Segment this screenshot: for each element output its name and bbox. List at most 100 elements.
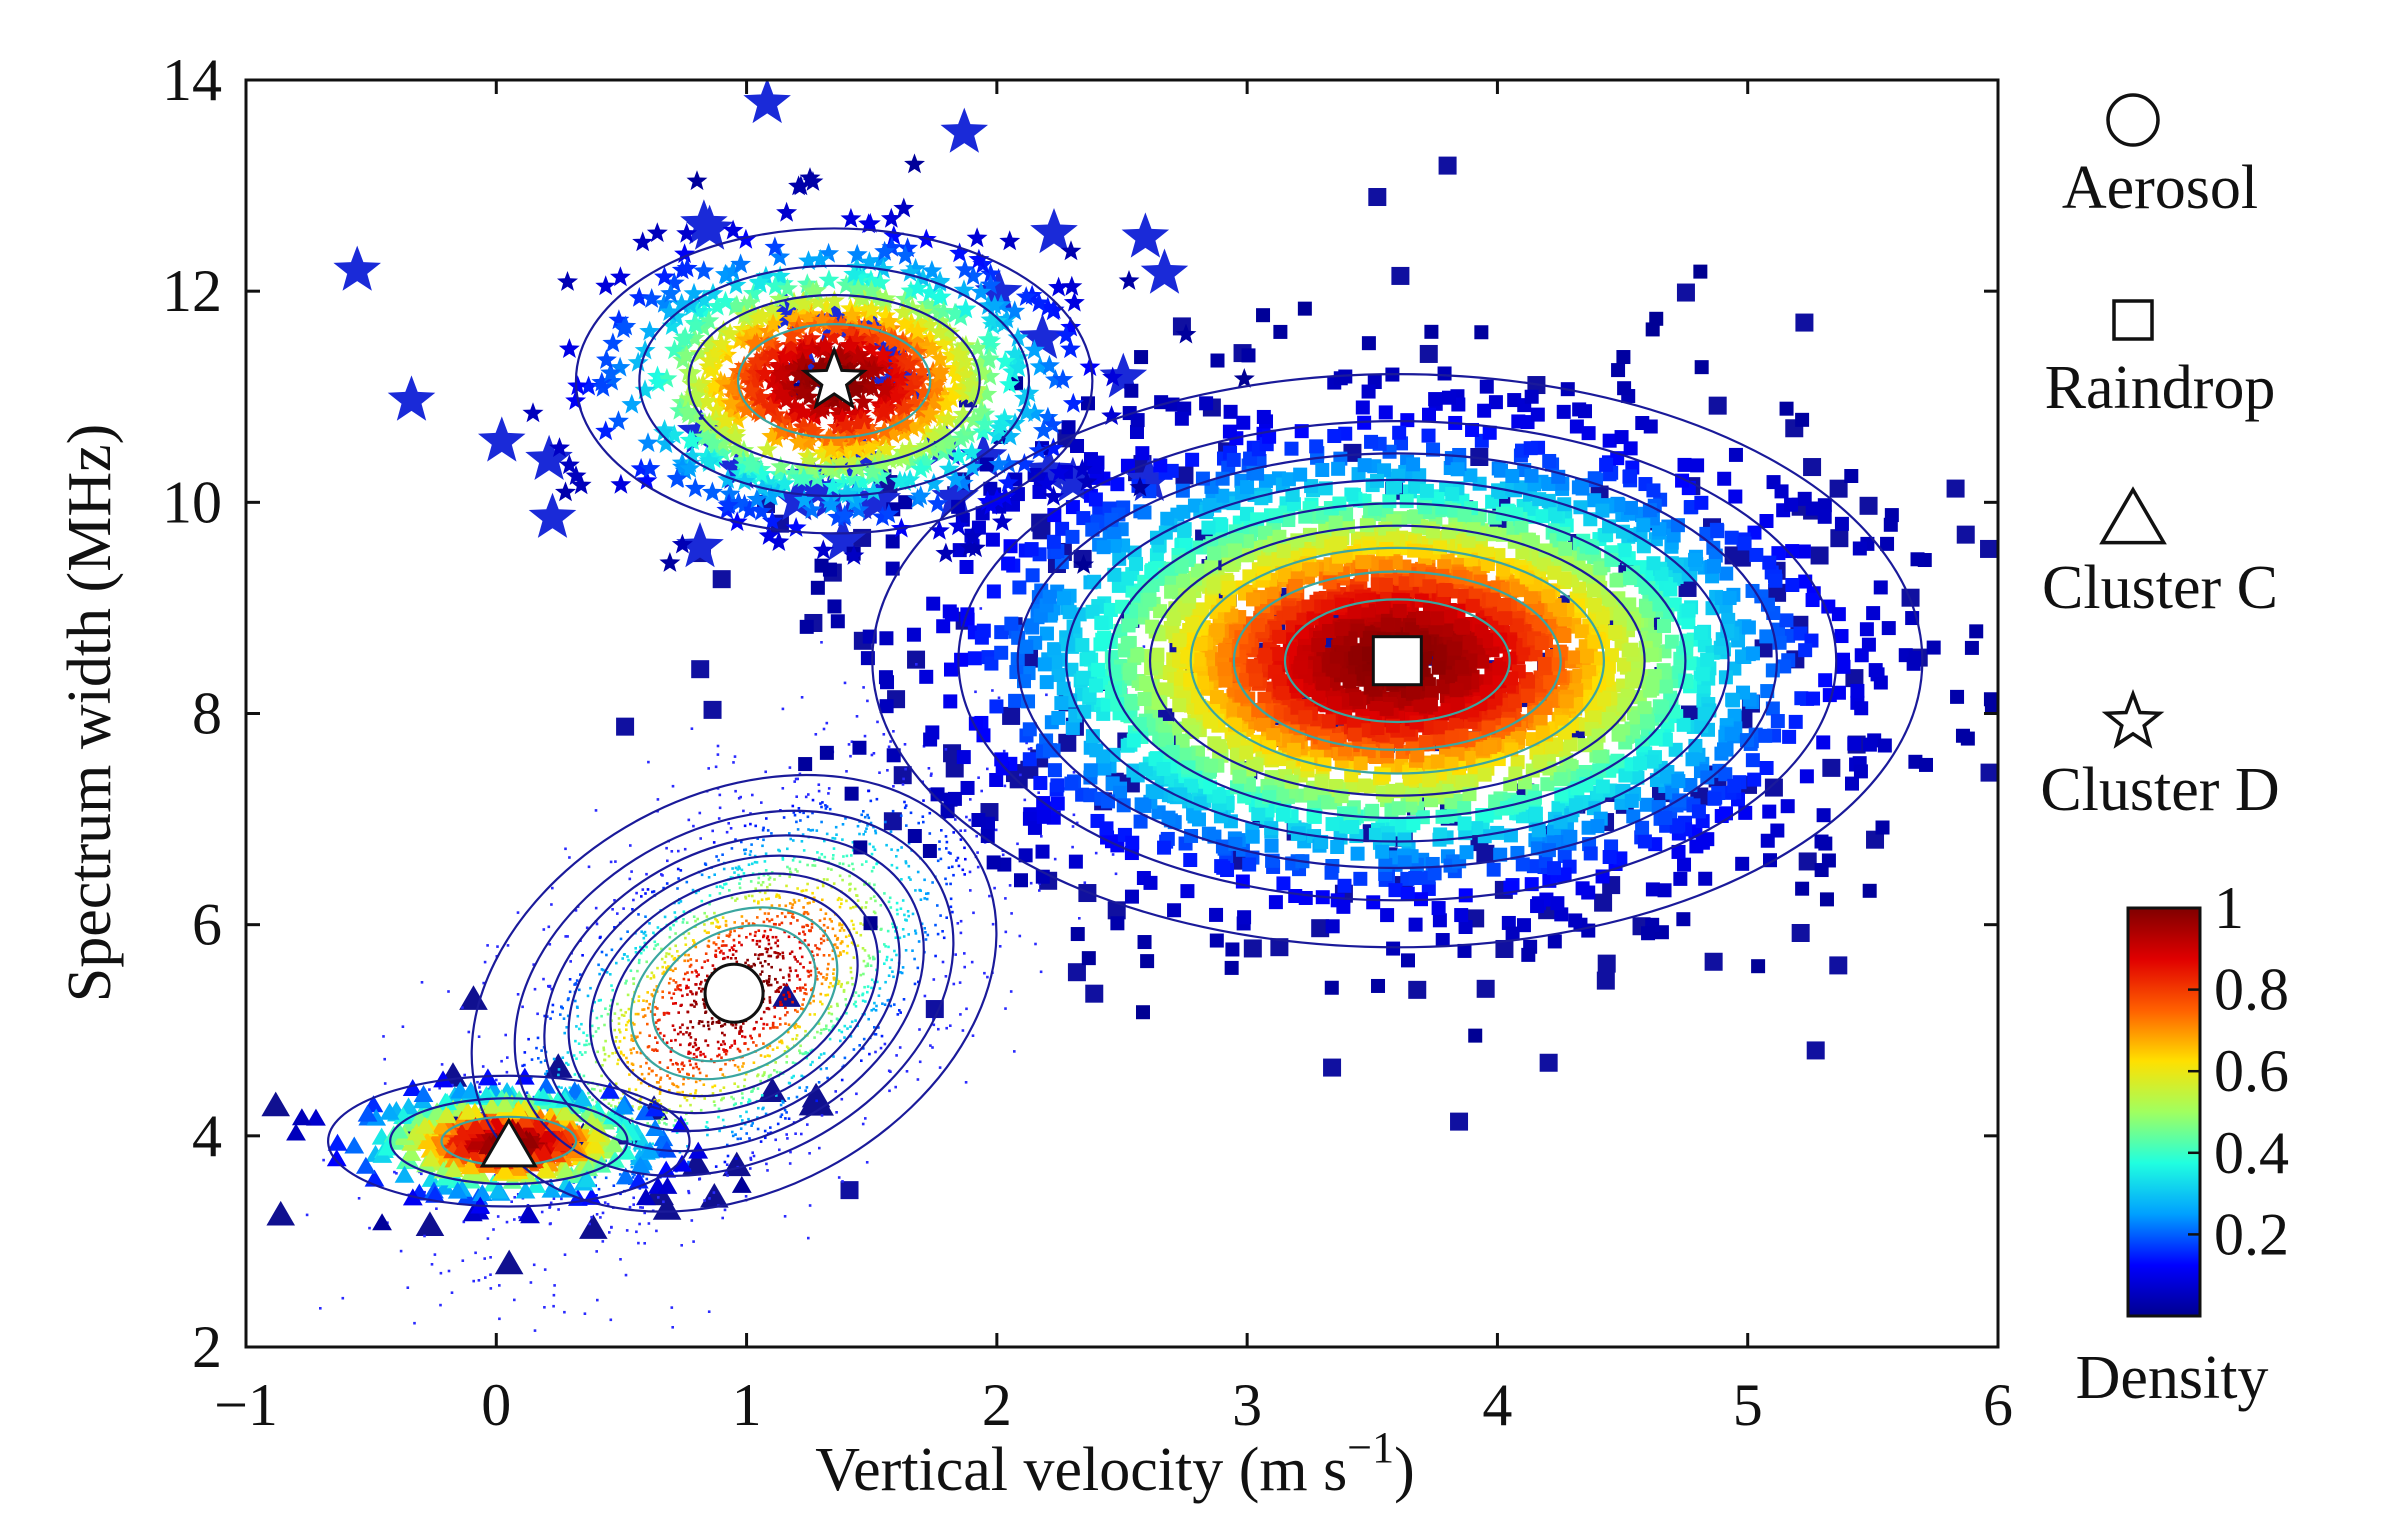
aerosol-point <box>802 1075 805 1079</box>
raindrop-point <box>1795 412 1810 427</box>
aerosol-point <box>577 1042 581 1045</box>
raindrop-point <box>919 669 934 684</box>
aerosol-point <box>564 847 567 851</box>
aerosol-point <box>674 981 678 984</box>
aerosol-point <box>653 1013 657 1016</box>
aerosol-point <box>585 1034 589 1037</box>
raindrop-point <box>1569 419 1584 434</box>
aerosol-point <box>836 1004 839 1008</box>
aerosol-point <box>885 843 888 847</box>
aerosol-point <box>611 988 614 992</box>
aerosol-point <box>895 901 899 905</box>
aerosol-point <box>817 1081 821 1084</box>
aerosol-point <box>687 1191 691 1195</box>
aerosol-point <box>729 1046 732 1049</box>
aerosol-point <box>486 1237 490 1240</box>
raindrop-point <box>1009 770 1028 789</box>
aerosol-point <box>820 1114 824 1117</box>
aerosol-point <box>806 902 810 905</box>
aerosol-point <box>894 1085 897 1089</box>
aerosol-point <box>815 1099 818 1103</box>
aerosol-point <box>805 911 809 914</box>
aerosol-point <box>889 906 893 909</box>
aerosol-point <box>766 1054 770 1057</box>
aerosol-point <box>752 1154 756 1158</box>
raindrop-point <box>1908 754 1923 769</box>
aerosol-point <box>1004 930 1008 934</box>
aerosol-point <box>672 923 675 927</box>
aerosol-point <box>813 1036 816 1039</box>
aerosol-point <box>866 824 869 827</box>
aerosol-point <box>1078 917 1081 920</box>
aerosol-point <box>669 968 672 971</box>
aerosol-point <box>808 901 811 905</box>
aerosol-point <box>936 859 940 863</box>
aerosol-point <box>595 1213 599 1216</box>
aerosol-point <box>634 1088 638 1091</box>
aerosol-point <box>952 982 956 986</box>
aerosol-point <box>663 1121 666 1125</box>
aerosol-point <box>785 1133 788 1136</box>
aerosol-point <box>610 998 613 1002</box>
aerosol-point <box>661 990 664 993</box>
aerosol-point <box>684 936 687 940</box>
aerosol-point <box>813 1013 816 1016</box>
aerosol-point <box>681 1023 684 1027</box>
aerosol-point <box>779 1000 782 1004</box>
aerosol-point <box>806 924 810 927</box>
aerosol-point <box>738 882 741 885</box>
aerosol-point <box>742 1022 745 1025</box>
aerosol-point <box>852 905 855 909</box>
aerosol-point <box>876 980 879 984</box>
aerosol-point <box>801 1003 804 1006</box>
aerosol-point <box>769 1073 773 1077</box>
aerosol-point <box>952 873 955 877</box>
aerosol-point <box>682 910 686 913</box>
aerosol-point <box>681 1061 684 1065</box>
aerosol-point <box>1038 889 1041 892</box>
aerosol-point <box>567 1063 570 1066</box>
raindrop-point <box>1493 847 1508 862</box>
raindrop-point <box>1779 613 1794 628</box>
aerosol-point <box>788 902 792 905</box>
raindrop-point <box>1056 681 1071 696</box>
aerosol-point <box>828 1037 832 1041</box>
aerosol-point <box>516 993 520 996</box>
aerosol-point <box>723 883 726 886</box>
aerosol-point <box>798 1086 801 1089</box>
aerosol-point <box>830 868 833 871</box>
aerosol-point <box>787 991 790 994</box>
aerosol-point <box>629 1048 633 1052</box>
aerosol-point <box>639 1065 642 1068</box>
aerosol-point <box>862 1037 866 1041</box>
aerosol-point <box>801 833 805 836</box>
aerosol-point <box>685 986 688 990</box>
aerosol-point <box>793 1025 796 1028</box>
raindrop-point <box>1819 892 1834 907</box>
aerosol-point <box>648 1002 651 1006</box>
aerosol-point <box>972 911 975 915</box>
raindrop-point <box>1866 830 1885 849</box>
aerosol-point <box>1008 884 1012 887</box>
aerosol-point <box>659 1078 662 1081</box>
cluster-c-point <box>652 1195 682 1220</box>
raindrop-point <box>959 559 974 574</box>
aerosol-point <box>687 978 690 982</box>
raindrop-point <box>1051 667 1066 682</box>
aerosol-point <box>913 957 916 961</box>
aerosol-point <box>963 829 967 832</box>
aerosol-point <box>630 1117 634 1121</box>
aerosol-point <box>862 686 865 689</box>
aerosol-point <box>798 860 802 864</box>
aerosol-point <box>640 930 643 933</box>
aerosol-point <box>842 950 845 953</box>
aerosol-point <box>887 745 891 749</box>
aerosol-point <box>633 1173 636 1177</box>
aerosol-point <box>630 870 633 873</box>
aerosol-point <box>833 943 837 946</box>
aerosol-point <box>647 1072 651 1076</box>
aerosol-point <box>757 957 760 960</box>
aerosol-point <box>770 904 774 907</box>
aerosol-point <box>724 923 728 927</box>
raindrop-point <box>1224 960 1239 975</box>
